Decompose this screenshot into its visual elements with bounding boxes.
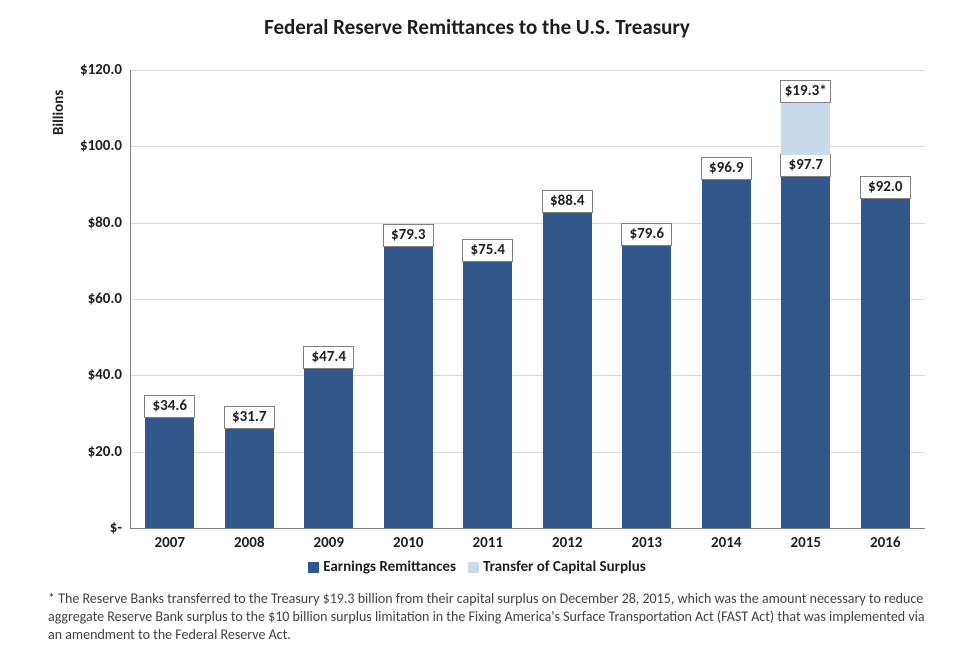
bar-segment xyxy=(543,191,592,528)
ytick-label: $80.0 xyxy=(62,214,122,232)
ytick-label: $40.0 xyxy=(62,366,122,384)
bar-group: $75.4 xyxy=(463,70,512,528)
plot-area: $34.6 $31.7 $47.4 $79.3 $75.4 $88.4 $79.6 $96.9… xyxy=(130,70,925,528)
bar-group: $97.7 $19.3* xyxy=(781,70,830,528)
bar-segment xyxy=(384,225,433,528)
x-axis-line xyxy=(130,528,925,529)
bar-segment xyxy=(304,347,353,528)
ytick-label: $100.0 xyxy=(62,137,122,155)
ytick-label: $60.0 xyxy=(62,290,122,308)
chart-title: Federal Reserve Remittances to the U.S. … xyxy=(0,14,954,40)
bar-segment xyxy=(781,155,830,528)
bar-data-label: $79.3 xyxy=(383,224,434,247)
bar-group: $92.0 xyxy=(861,70,910,528)
bar-segment xyxy=(463,240,512,528)
y-axis-line xyxy=(130,70,131,528)
legend-label: Transfer of Capital Surplus xyxy=(483,558,646,576)
bar-group: $34.6 xyxy=(145,70,194,528)
xtick-label: 2015 xyxy=(766,534,846,552)
xtick-label: 2009 xyxy=(289,534,369,552)
ytick-label: $120.0 xyxy=(62,61,122,79)
legend-label: Earnings Remittances xyxy=(323,558,456,576)
legend: Earnings Remittances Transfer of Capital … xyxy=(0,558,954,576)
legend-swatch xyxy=(308,562,319,573)
ytick-label: $- xyxy=(62,519,122,537)
bar-data-label: $31.7 xyxy=(224,406,275,429)
legend-item: Transfer of Capital Surplus xyxy=(468,558,646,576)
bar-group: $88.4 xyxy=(543,70,592,528)
bar-group: $31.7 xyxy=(225,70,274,528)
legend-item: Earnings Remittances xyxy=(308,558,456,576)
bar-data-label: $92.0 xyxy=(860,176,911,199)
bar-group: $96.9 xyxy=(702,70,751,528)
bar-data-label: $75.4 xyxy=(462,239,513,262)
bar-group: $79.6 xyxy=(622,70,671,528)
bar-data-label: $34.6 xyxy=(144,395,195,418)
bar-data-label: $88.4 xyxy=(542,190,593,213)
bar-data-label: $47.4 xyxy=(303,346,354,369)
legend-swatch xyxy=(468,562,479,573)
xtick-label: 2012 xyxy=(528,534,608,552)
xtick-label: 2013 xyxy=(607,534,687,552)
bar-segment xyxy=(622,224,671,528)
yaxis-title: Billions xyxy=(50,90,68,135)
xtick-label: 2008 xyxy=(210,534,290,552)
chart-container: Federal Reserve Remittances to the U.S. … xyxy=(0,0,954,659)
bar-group: $79.3 xyxy=(384,70,433,528)
xtick-label: 2016 xyxy=(846,534,926,552)
bar-segment xyxy=(702,158,751,528)
xtick-label: 2007 xyxy=(130,534,210,552)
footnote: * The Reserve Banks transferred to the T… xyxy=(48,590,928,645)
bar-data-label: $97.7 xyxy=(780,154,831,177)
xtick-label: 2014 xyxy=(687,534,767,552)
bar-group: $47.4 xyxy=(304,70,353,528)
bar-segment xyxy=(861,177,910,528)
xtick-label: 2011 xyxy=(448,534,528,552)
bar-data-label: $19.3* xyxy=(780,80,831,103)
ytick-label: $20.0 xyxy=(62,443,122,461)
xtick-label: 2010 xyxy=(369,534,449,552)
bar-data-label: $96.9 xyxy=(701,157,752,180)
bar-data-label: $79.6 xyxy=(621,223,672,246)
